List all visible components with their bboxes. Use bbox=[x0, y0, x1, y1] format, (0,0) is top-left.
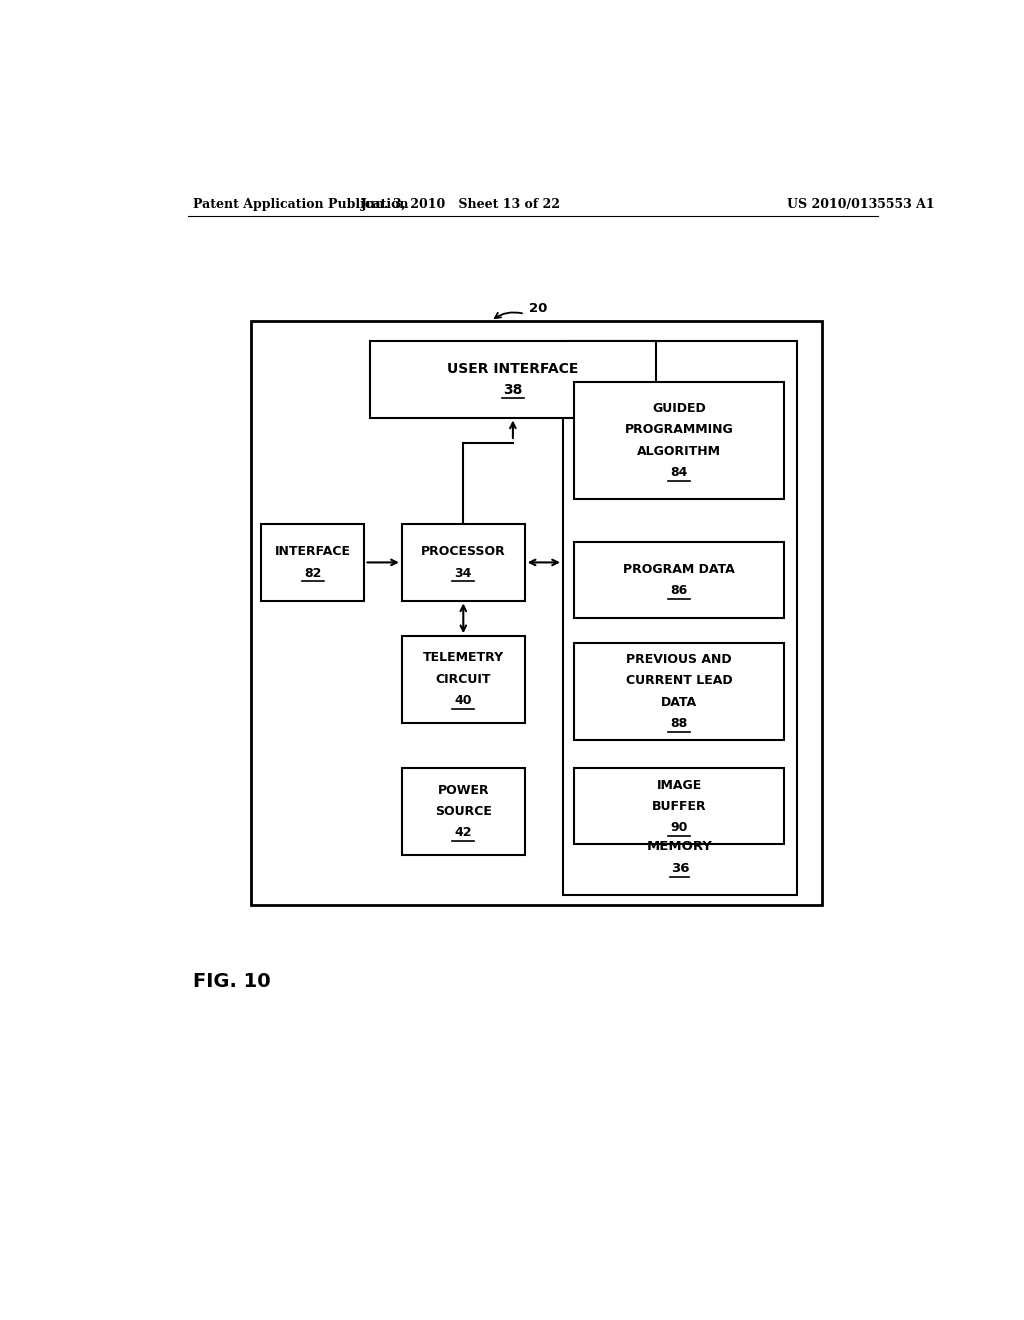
Text: ALGORITHM: ALGORITHM bbox=[637, 445, 721, 458]
Bar bbox=[401, 768, 524, 854]
Text: 36: 36 bbox=[671, 862, 689, 875]
Bar bbox=[370, 342, 655, 417]
Text: 86: 86 bbox=[671, 583, 688, 597]
Text: POWER: POWER bbox=[437, 784, 489, 796]
Text: Jun. 3, 2010   Sheet 13 of 22: Jun. 3, 2010 Sheet 13 of 22 bbox=[361, 198, 561, 211]
Text: TELEMETRY: TELEMETRY bbox=[423, 652, 504, 664]
Text: CURRENT LEAD: CURRENT LEAD bbox=[626, 675, 732, 688]
Bar bbox=[261, 524, 365, 601]
Text: SOURCE: SOURCE bbox=[435, 805, 492, 818]
Text: 38: 38 bbox=[503, 383, 522, 397]
Text: INTERFACE: INTERFACE bbox=[274, 545, 351, 558]
Text: PREVIOUS AND: PREVIOUS AND bbox=[627, 653, 732, 667]
Text: PROGRAMMING: PROGRAMMING bbox=[625, 424, 733, 437]
Text: 82: 82 bbox=[304, 566, 322, 579]
Bar bbox=[251, 321, 822, 906]
Text: 20: 20 bbox=[528, 302, 547, 315]
Text: 42: 42 bbox=[455, 826, 472, 840]
Bar bbox=[574, 768, 784, 845]
Bar bbox=[401, 524, 524, 601]
Text: GUIDED: GUIDED bbox=[652, 401, 706, 414]
Text: US 2010/0135553 A1: US 2010/0135553 A1 bbox=[786, 198, 934, 211]
Text: USER INTERFACE: USER INTERFACE bbox=[447, 362, 579, 376]
Text: BUFFER: BUFFER bbox=[652, 800, 707, 813]
Bar bbox=[574, 381, 784, 499]
Bar bbox=[574, 643, 784, 739]
Text: 88: 88 bbox=[671, 717, 688, 730]
Text: 40: 40 bbox=[455, 694, 472, 708]
Text: 90: 90 bbox=[671, 821, 688, 834]
Text: 84: 84 bbox=[671, 466, 688, 479]
Text: Patent Application Publication: Patent Application Publication bbox=[194, 198, 409, 211]
Text: IMAGE: IMAGE bbox=[656, 779, 701, 792]
Text: CIRCUIT: CIRCUIT bbox=[435, 673, 492, 686]
Text: PROCESSOR: PROCESSOR bbox=[421, 545, 506, 558]
Text: DATA: DATA bbox=[662, 696, 697, 709]
Text: FIG. 10: FIG. 10 bbox=[194, 973, 270, 991]
Text: PROGRAM DATA: PROGRAM DATA bbox=[624, 562, 735, 576]
Bar bbox=[401, 636, 524, 722]
Text: MEMORY: MEMORY bbox=[647, 840, 713, 853]
Text: 34: 34 bbox=[455, 566, 472, 579]
Bar bbox=[563, 342, 797, 895]
Bar bbox=[574, 541, 784, 618]
